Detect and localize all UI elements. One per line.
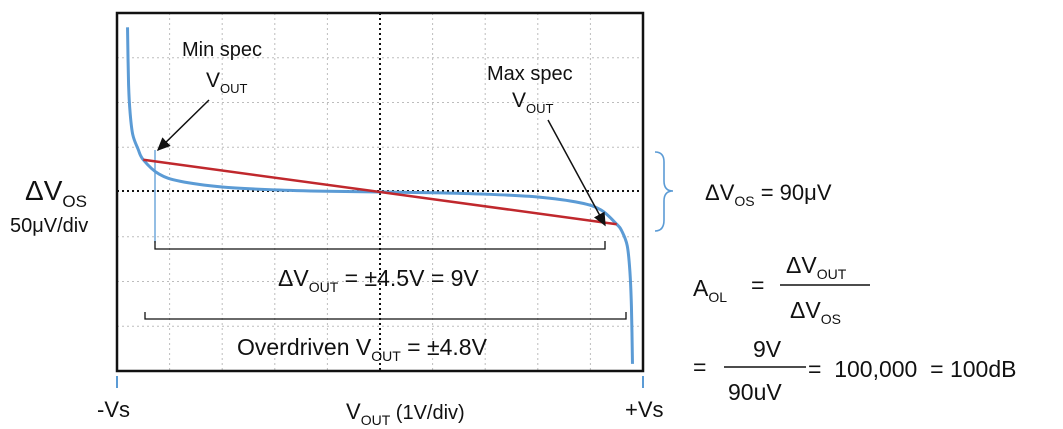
min-spec-vout: VOUT: [206, 69, 248, 96]
slope-line-line: [143, 158, 617, 226]
overdriven-bracket: [144, 312, 627, 320]
max-spec-vout: VOUT: [512, 89, 554, 116]
eq2-result: = 100,000 = 100dB: [808, 356, 1016, 382]
eq2-denominator: 90uV: [728, 379, 782, 405]
eq2-equals: =: [693, 354, 706, 380]
aol-denominator: ΔVOS: [790, 297, 841, 327]
eq2-numerator: 9V: [753, 336, 782, 362]
x-axis-label: VOUT (1V/div): [346, 399, 465, 428]
aol-numerator: ΔVOUT: [786, 252, 847, 282]
y-axis-label: ΔVOS: [25, 175, 87, 211]
delta-vout-bracket: [154, 241, 606, 250]
delta-vos-label: ΔVOS = 90μV: [705, 180, 832, 209]
min-spec-label: Min spec: [182, 39, 262, 61]
max-spec-label: Max spec: [487, 63, 573, 85]
max-spec-arrow: [547, 119, 606, 227]
aol-equals: =: [751, 272, 764, 298]
min-spec-arrow: [156, 99, 210, 152]
series-layer: [126, 27, 634, 364]
neg-rail-label: -Vs: [97, 397, 130, 422]
pos-rail-label: +Vs: [625, 397, 664, 422]
y-axis-scale: 50μV/div: [10, 215, 88, 237]
aol-symbol: AOL: [693, 275, 727, 305]
delta-vos-brace: [654, 151, 674, 232]
overdriven-label: Overdriven VOUT = ±4.8V: [237, 334, 488, 364]
delta-vout-label: ΔVOUT = ±4.5V = 9V: [278, 265, 479, 295]
